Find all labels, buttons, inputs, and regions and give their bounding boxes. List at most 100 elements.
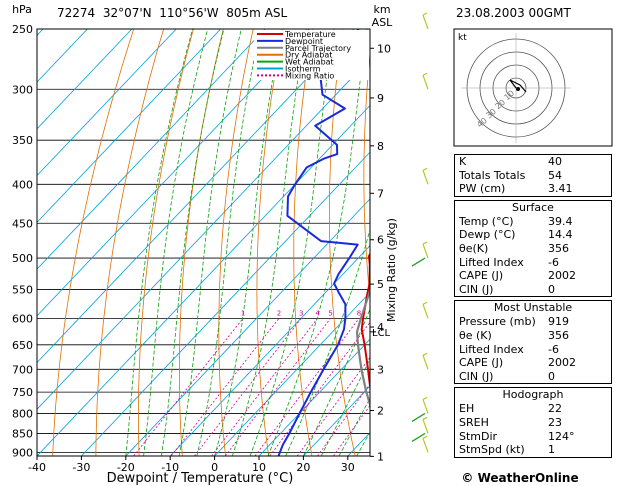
index-row: StmSpd (kt) 1 (459, 443, 555, 457)
index-row: Pressure (mb) 919 (459, 315, 569, 329)
index-row: Lifted Index -6 (459, 342, 559, 356)
pressure-tick-label: 800 (12, 407, 33, 420)
index-row: EH 22 (459, 402, 562, 416)
index-row: K 40 (459, 155, 562, 168)
wind-barb (411, 412, 426, 422)
mixing-ratio-line (194, 318, 302, 456)
pressure-tick-label: 550 (12, 284, 33, 297)
wet-adiabat-line (249, 29, 335, 456)
wet-adiabat-line (214, 29, 283, 456)
height-tick-label: 7 (377, 187, 384, 200)
top-indices-box: K 40 Totals Totals 54 PW (cm) 3.41 (454, 154, 612, 197)
pressure-tick-label: 300 (12, 83, 33, 96)
height-tick-label: 5 (377, 278, 384, 291)
mixing-ratio-line (296, 356, 370, 456)
height-tick-label: 6 (377, 234, 384, 247)
isotherm-line (81, 151, 370, 456)
isotherm-line (37, 104, 370, 456)
pressure-unit-label: hPa (12, 3, 32, 16)
mixing-ratio-label: 8 (357, 309, 361, 317)
mixing-ratio-line (224, 318, 331, 456)
index-row: CAPE (J) 2002 (459, 269, 576, 283)
legend-label: Dewpoint (285, 37, 323, 46)
hodograph-unit: kt (458, 33, 467, 43)
pressure-tick-label: 400 (12, 178, 33, 191)
height-tick-label: 8 (377, 140, 384, 153)
wind-barb (422, 243, 429, 259)
height-tick-label: 4 (377, 321, 384, 334)
dry-adiabat-line (95, 29, 164, 456)
pressure-tick-label: 500 (12, 252, 33, 265)
pressure-tick-label: 350 (12, 134, 33, 147)
most-unstable-box: Most Unstable Pressure (mb) 919 θe (K) 356… (454, 300, 612, 385)
index-row: Dewp (°C) 14.4 (459, 228, 573, 242)
isotherm-line (37, 29, 310, 317)
most-unstable-title: Most Unstable (493, 301, 573, 315)
hodograph-box: Hodograph EH 22 SREH 23 StmDir 124° StmSpd … (454, 387, 612, 458)
height-unit-sub-label: ASL (372, 16, 394, 29)
index-row: Lifted Index -6 (459, 255, 559, 269)
temp-tick-label: 30 (341, 461, 355, 474)
wet-adiabat-line (267, 29, 368, 456)
pressure-tick-label: 650 (12, 339, 33, 352)
wind-barb (422, 167, 428, 171)
height-tick-label: 1 (377, 450, 384, 463)
index-row: CIN (J) 0 (459, 282, 555, 296)
wind-barb (422, 396, 428, 400)
station-id: 72274 (57, 6, 96, 20)
height-unit-label: km (373, 3, 390, 16)
isotherm-line (37, 29, 133, 130)
wet-adiabat-line (338, 397, 370, 456)
temp-tick-label: 0 (211, 461, 218, 474)
index-row: θe(K) 356 (459, 241, 569, 255)
plot-frame (36, 28, 371, 457)
mixing-ratio-label: 3 (299, 309, 303, 317)
isotherm-line (37, 29, 266, 270)
dry-adiabat-line (256, 29, 284, 456)
temp-tick-label: -40 (28, 461, 46, 474)
wind-barb (422, 72, 428, 76)
wind-barb (422, 416, 428, 420)
mixing-ratio-label: 2 (277, 309, 281, 317)
index-row: Totals Totals 54 (459, 168, 562, 182)
height-tick-label: 2 (377, 405, 384, 418)
wind-barb (422, 301, 428, 305)
index-row: θe (K) 356 (459, 328, 569, 342)
wet-adiabat-line (196, 29, 261, 456)
isotherm-line (37, 29, 355, 364)
index-row: StmDir 124° (459, 429, 575, 443)
mixing-ratio-line (254, 318, 360, 456)
mixing-ratio-line (269, 321, 370, 456)
mixing-ratio-label: 4 (315, 309, 320, 317)
wind-barb (422, 304, 429, 319)
legend-label: Dry Adiabat (285, 51, 332, 60)
mixing-ratio-label: 20 (414, 309, 423, 317)
pressure-tick-label: 700 (12, 363, 33, 376)
station-elevation: 805m ASL (226, 6, 288, 20)
series-line-temperature (360, 252, 370, 394)
mixing-ratio-line (170, 318, 280, 456)
wet-adiabat-line (232, 29, 307, 456)
hodograph-trace (509, 79, 527, 93)
index-row: Temp (°C) 39.4 (459, 214, 573, 228)
height-tick-label: 10 (377, 42, 391, 55)
wind-barb (422, 241, 428, 245)
isotherm-line (37, 29, 221, 223)
wind-barb (422, 170, 429, 185)
dry-adiabat-line (293, 29, 314, 456)
dry-adiabat-line (218, 29, 254, 456)
pressure-tick-label: 250 (12, 23, 33, 36)
hodograph-title: Hodograph (502, 388, 564, 402)
pressure-tick-label: 600 (12, 312, 33, 325)
axes: 2503003504004505005506006507007508008509… (12, 23, 391, 474)
mixing-ratio-axis-label: Mixing Ratio (g/kg) (385, 218, 398, 322)
legend-label: Mixing Ratio (285, 71, 334, 80)
wind-barb (422, 419, 429, 434)
series-line-dewpoint (277, 29, 360, 456)
wet-adiabat-line (160, 29, 225, 456)
wind-barb (422, 355, 429, 370)
wind-barb (422, 399, 429, 414)
pressure-tick-label: 450 (12, 217, 33, 230)
